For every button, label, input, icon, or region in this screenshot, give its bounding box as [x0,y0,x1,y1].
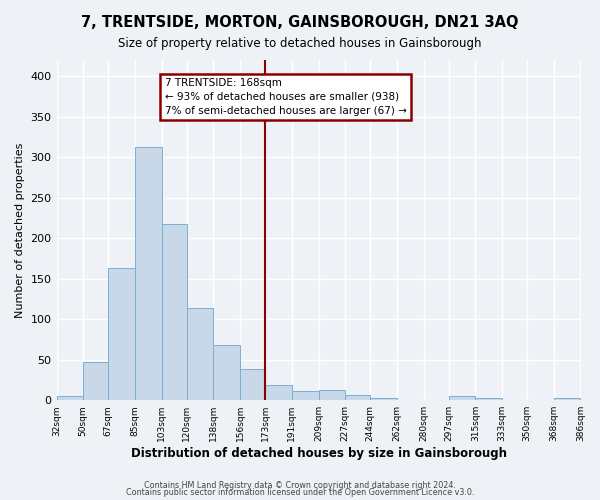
Bar [319,390,345,400]
Bar [240,368,265,400]
Bar [109,268,135,400]
X-axis label: Distribution of detached houses by size in Gainsborough: Distribution of detached houses by size … [131,447,506,460]
Bar [83,362,109,400]
Bar [449,396,475,400]
Bar [187,308,214,400]
Bar [135,148,161,400]
Bar [370,398,397,400]
Text: 7 TRENTSIDE: 168sqm
← 93% of detached houses are smaller (938)
7% of semi-detach: 7 TRENTSIDE: 168sqm ← 93% of detached ho… [164,78,406,116]
Text: Contains HM Land Registry data © Crown copyright and database right 2024.: Contains HM Land Registry data © Crown c… [144,480,456,490]
Bar [345,394,370,400]
Bar [292,392,319,400]
Bar [56,396,83,400]
Text: Contains public sector information licensed under the Open Government Licence v3: Contains public sector information licen… [126,488,474,497]
Bar [161,224,187,400]
Bar [475,398,502,400]
Bar [554,398,580,400]
Bar [265,385,292,400]
Bar [214,345,240,400]
Text: 7, TRENTSIDE, MORTON, GAINSBOROUGH, DN21 3AQ: 7, TRENTSIDE, MORTON, GAINSBOROUGH, DN21… [81,15,519,30]
Y-axis label: Number of detached properties: Number of detached properties [15,142,25,318]
Text: Size of property relative to detached houses in Gainsborough: Size of property relative to detached ho… [118,38,482,51]
